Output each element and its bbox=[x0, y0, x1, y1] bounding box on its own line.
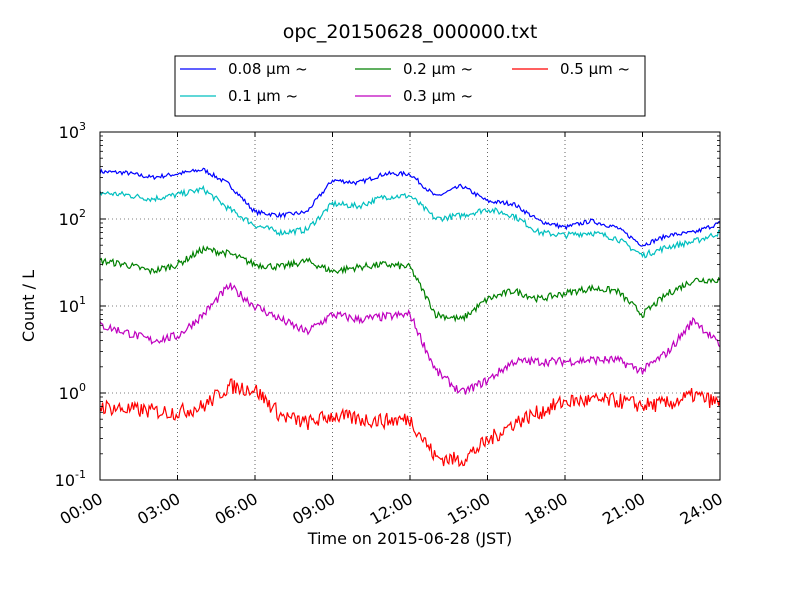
series-line bbox=[99, 282, 721, 395]
y-tick-label: 101 bbox=[59, 294, 86, 316]
y-tick-label: 103 bbox=[59, 120, 86, 142]
y-tick-labels: 10-1 100 101 102 103 bbox=[55, 120, 86, 490]
series-line bbox=[99, 244, 721, 323]
series-line bbox=[99, 378, 721, 468]
legend-label: 0.2 μm ~ bbox=[403, 60, 473, 78]
legend-label: 0.5 μm ~ bbox=[560, 60, 630, 78]
legend-box bbox=[174, 55, 646, 117]
series-line bbox=[99, 184, 721, 259]
y-tick-label: 100 bbox=[59, 381, 86, 403]
legend-label: 0.08 μm ~ bbox=[228, 60, 308, 78]
legend-label: 0.3 μm ~ bbox=[403, 87, 473, 105]
legend-label: 0.1 μm ~ bbox=[228, 87, 298, 105]
chart-title: opc_20150628_000000.txt bbox=[283, 21, 538, 43]
series-lines bbox=[99, 167, 721, 468]
y-axis-label: Count / L bbox=[19, 270, 38, 342]
legend: 0.08 μm ~ 0.1 μm ~ 0.2 μm ~ 0.3 μm ~ 0.5 μm … bbox=[174, 55, 646, 117]
axis-ticks bbox=[99, 131, 721, 481]
series-line bbox=[99, 167, 721, 247]
x-axis-label: Time on 2015-06-28 (JST) bbox=[307, 529, 512, 548]
y-tick-label: 10-1 bbox=[55, 468, 86, 490]
grid bbox=[100, 132, 720, 480]
y-tick-label: 102 bbox=[59, 207, 86, 229]
